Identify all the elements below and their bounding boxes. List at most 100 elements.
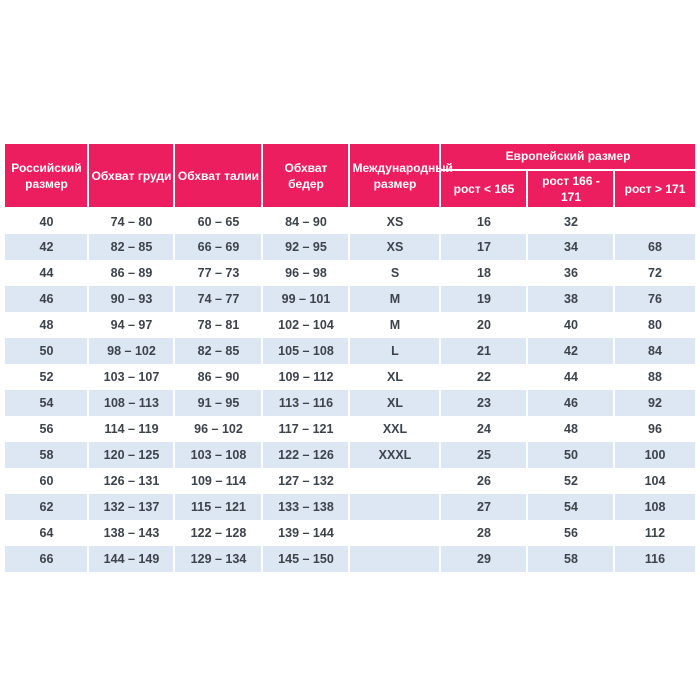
table-cell: 42 [526, 338, 616, 365]
table-cell: 109 – 114 [173, 468, 264, 495]
table-cell: 94 – 97 [87, 312, 176, 339]
table-cell: 77 – 73 [173, 260, 264, 287]
col-header-chest: Обхват груди [87, 141, 176, 210]
table-cell: 29 [439, 546, 529, 573]
table-cell: 44 [3, 260, 90, 287]
table-cell: 48 [526, 416, 616, 443]
table-cell: 96 [613, 416, 697, 443]
table-cell: M [348, 312, 442, 339]
table-cell: 90 – 93 [87, 286, 176, 313]
table-cell: M [348, 286, 442, 313]
table-cell: 52 [526, 468, 616, 495]
table-cell: 21 [439, 338, 529, 365]
table-cell: S [348, 260, 442, 287]
table-cell: 34 [526, 234, 616, 261]
table-cell: 102 – 104 [261, 312, 351, 339]
table-cell: 50 [3, 338, 90, 365]
table-cell: XXL [348, 416, 442, 443]
table-cell: 86 – 90 [173, 364, 264, 391]
table-row: 40 74 – 80 60 – 65 84 – 90 XS 16 32 [3, 208, 697, 235]
size-chart-wrapper: Российский размер Обхват груди Обхват та… [3, 141, 697, 573]
table-cell: 16 [439, 208, 529, 235]
table-row: 58 120 – 125 103 – 108 122 – 126 XXXL 25 50 100 [3, 442, 697, 469]
table-cell: 96 – 102 [173, 416, 264, 443]
table-cell: 76 [613, 286, 697, 313]
table-cell: 105 – 108 [261, 338, 351, 365]
table-cell: 133 – 138 [261, 494, 351, 521]
table-cell: 66 – 69 [173, 234, 264, 261]
table-cell: 56 [526, 520, 616, 547]
table-cell: 40 [3, 208, 90, 235]
table-cell: 64 [3, 520, 90, 547]
table-cell: 116 [613, 546, 697, 573]
table-cell [348, 468, 442, 495]
table-cell: 92 – 95 [261, 234, 351, 261]
table-cell: 82 – 85 [173, 338, 264, 365]
table-row: 44 86 – 89 77 – 73 96 – 98 S 18 36 72 [3, 260, 697, 287]
table-cell: 56 [3, 416, 90, 443]
table-cell [613, 208, 697, 235]
table-cell: XL [348, 364, 442, 391]
table-row: 66 144 – 149 129 – 134 145 – 150 29 58 116 [3, 546, 697, 573]
table-cell: 109 – 112 [261, 364, 351, 391]
col-header-hips: Обхват бедер [261, 141, 351, 210]
table-cell: 78 – 81 [173, 312, 264, 339]
table-cell: 54 [526, 494, 616, 521]
table-cell: 117 – 121 [261, 416, 351, 443]
table-cell: 36 [526, 260, 616, 287]
table-cell: 72 [613, 260, 697, 287]
table-cell: 25 [439, 442, 529, 469]
table-cell: 144 – 149 [87, 546, 176, 573]
table-cell [348, 546, 442, 573]
table-cell: 120 – 125 [87, 442, 176, 469]
table-cell: 98 – 102 [87, 338, 176, 365]
table-cell: XL [348, 390, 442, 417]
table-cell: 27 [439, 494, 529, 521]
table-cell: 44 [526, 364, 616, 391]
table-cell: 68 [613, 234, 697, 261]
table-cell: 40 [526, 312, 616, 339]
table-cell: 82 – 85 [87, 234, 176, 261]
table-cell: 24 [439, 416, 529, 443]
col-header-waist: Обхват талии [173, 141, 264, 210]
table-row: 42 82 – 85 66 – 69 92 – 95 XS 17 34 68 [3, 234, 697, 261]
table-cell: XS [348, 234, 442, 261]
table-cell: 100 [613, 442, 697, 469]
table-cell: 42 [3, 234, 90, 261]
col-header-height-lt-165: рост < 165 [439, 168, 529, 210]
table-cell: 22 [439, 364, 529, 391]
table-cell [348, 520, 442, 547]
col-header-height-166-171: рост 166 - 171 [526, 168, 616, 210]
table-cell: 104 [613, 468, 697, 495]
table-cell: 60 – 65 [173, 208, 264, 235]
table-cell: 122 – 128 [173, 520, 264, 547]
table-cell: 50 [526, 442, 616, 469]
table-cell: 38 [526, 286, 616, 313]
table-cell: L [348, 338, 442, 365]
table-row: 62 132 – 137 115 – 121 133 – 138 27 54 108 [3, 494, 697, 521]
table-row: 48 94 – 97 78 – 81 102 – 104 M 20 40 80 [3, 312, 697, 339]
table-row: 56 114 – 119 96 – 102 117 – 121 XXL 24 48 96 [3, 416, 697, 443]
table-cell: 58 [526, 546, 616, 573]
table-cell: XXXL [348, 442, 442, 469]
table-cell: 114 – 119 [87, 416, 176, 443]
table-cell: 112 [613, 520, 697, 547]
table-cell: 58 [3, 442, 90, 469]
table-cell: 48 [3, 312, 90, 339]
table-cell: 32 [526, 208, 616, 235]
table-cell [348, 494, 442, 521]
table-cell: 108 [613, 494, 697, 521]
table-cell: 139 – 144 [261, 520, 351, 547]
table-cell: 74 – 80 [87, 208, 176, 235]
table-row: 50 98 – 102 82 – 85 105 – 108 L 21 42 84 [3, 338, 697, 365]
table-cell: 74 – 77 [173, 286, 264, 313]
table-cell: 46 [526, 390, 616, 417]
table-cell: 80 [613, 312, 697, 339]
table-cell: 54 [3, 390, 90, 417]
table-cell: 127 – 132 [261, 468, 351, 495]
table-cell: 99 – 101 [261, 286, 351, 313]
table-cell: 145 – 150 [261, 546, 351, 573]
col-header-height-gt-171: рост > 171 [613, 168, 697, 210]
table-cell: 84 – 90 [261, 208, 351, 235]
